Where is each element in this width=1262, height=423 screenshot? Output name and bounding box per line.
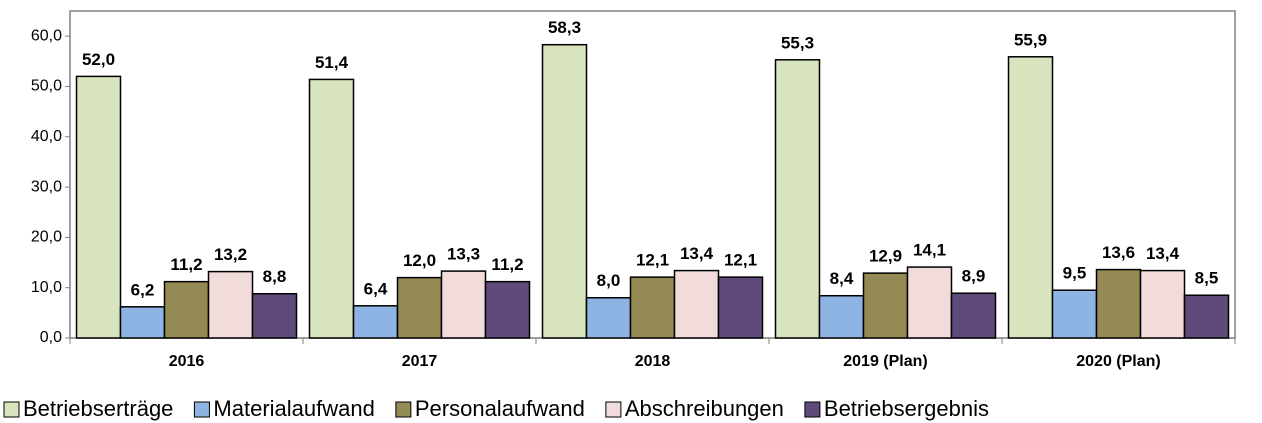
value-label: 8,9: [962, 267, 986, 286]
x-tick-label: 2020 (Plan): [1076, 353, 1160, 370]
bar: [1007, 56, 1054, 339]
bar: [950, 292, 997, 339]
bar: [1183, 294, 1230, 339]
value-label: 55,9: [1014, 30, 1047, 49]
bar: [541, 43, 588, 339]
x-tick-label: 2019 (Plan): [843, 353, 927, 370]
value-label: 12,1: [724, 251, 757, 270]
bar: [251, 292, 298, 339]
bar: [207, 270, 254, 339]
bar: [352, 305, 399, 339]
y-tick-label: 60,0: [31, 27, 62, 44]
legend-label: Materialaufwand: [213, 396, 374, 421]
value-label: 55,3: [781, 33, 814, 52]
bar: [818, 294, 865, 339]
y-tick-label: 20,0: [31, 229, 62, 246]
value-label: 13,6: [1102, 243, 1135, 262]
value-label: 8,4: [830, 269, 854, 288]
value-label: 6,2: [131, 280, 155, 299]
x-tick-label: 2018: [635, 353, 671, 370]
bar: [308, 78, 355, 339]
bar: [484, 280, 531, 339]
value-label: 13,4: [1146, 244, 1180, 263]
bar: [585, 297, 632, 339]
value-label: 13,3: [447, 245, 480, 264]
bar: [774, 59, 821, 339]
value-label: 52,0: [82, 50, 115, 69]
value-label: 58,3: [548, 18, 581, 37]
value-label: 8,8: [263, 267, 287, 286]
y-tick-label: 0,0: [40, 329, 62, 346]
value-label: 6,4: [364, 279, 388, 298]
bar: [119, 306, 166, 339]
value-label: 11,2: [491, 255, 523, 274]
value-label: 12,9: [869, 247, 902, 266]
y-tick-label: 50,0: [31, 78, 62, 95]
value-label: 13,4: [680, 244, 714, 263]
legend-label: Abschreibungen: [625, 396, 784, 421]
value-label: 8,5: [1195, 269, 1219, 288]
legend-label: Betriebserträge: [23, 396, 173, 421]
bar: [1139, 269, 1186, 339]
legend-label: Personalaufwand: [415, 396, 585, 421]
value-label: 8,0: [597, 271, 621, 290]
value-label: 9,5: [1063, 264, 1087, 283]
value-label: 12,0: [403, 251, 436, 270]
legend-swatch: [804, 401, 821, 418]
value-label: 14,1: [913, 241, 946, 260]
y-tick-label: 40,0: [31, 128, 62, 145]
x-tick-label: 2016: [169, 353, 205, 370]
bar: [1051, 289, 1098, 339]
bar: [906, 266, 953, 339]
legend-swatch: [395, 401, 412, 418]
bar: [629, 276, 676, 339]
bar: [862, 272, 909, 339]
value-label: 12,1: [636, 251, 669, 270]
legend-swatch: [3, 401, 20, 418]
value-label: 11,2: [170, 255, 202, 274]
legend-swatch: [193, 401, 210, 418]
bar: [75, 75, 122, 339]
legend-swatch: [605, 401, 622, 418]
y-tick-label: 10,0: [31, 279, 62, 296]
bar: [163, 280, 210, 339]
bar: [396, 276, 443, 339]
legend-label: Betriebsergebnis: [824, 396, 989, 421]
x-tick-label: 2017: [402, 353, 438, 370]
bar: [1095, 268, 1142, 339]
y-tick-label: 30,0: [31, 178, 62, 195]
bar: [440, 270, 487, 339]
value-label: 51,4: [315, 53, 349, 72]
bar: [673, 269, 720, 339]
value-label: 13,2: [214, 245, 247, 264]
bar: [717, 276, 764, 339]
